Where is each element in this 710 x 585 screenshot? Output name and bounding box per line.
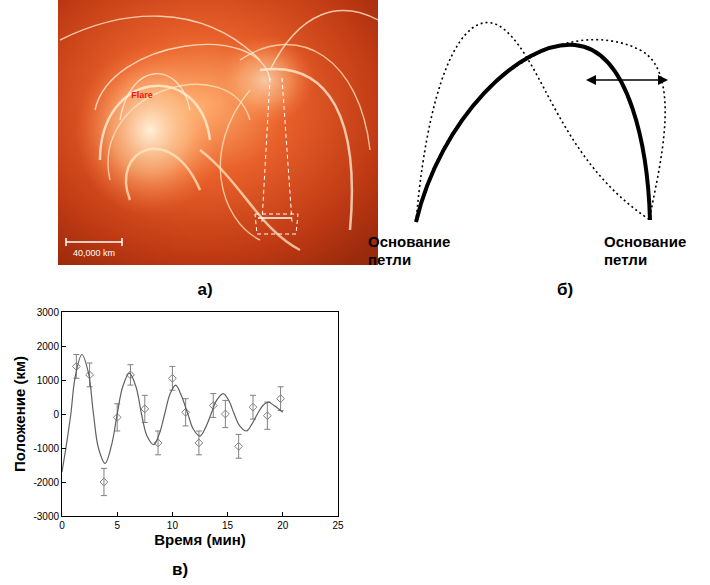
- svg-text:2000: 2000: [37, 341, 60, 352]
- svg-text:-3000: -3000: [33, 511, 59, 522]
- svg-text:Основаниепетли: Основаниепетли: [604, 233, 686, 268]
- svg-text:40,000 km: 40,000 km: [73, 248, 115, 258]
- svg-text:-2000: -2000: [33, 477, 59, 488]
- svg-text:0: 0: [59, 520, 65, 531]
- svg-text:3000: 3000: [37, 307, 60, 318]
- svg-text:15: 15: [222, 520, 234, 531]
- svg-text:Основаниепетли: Основаниепетли: [368, 233, 450, 268]
- html-text:в): в): [171, 560, 189, 579]
- svg-text:20: 20: [277, 520, 289, 531]
- svg-text:0: 0: [53, 409, 59, 420]
- svg-text:Flare: Flare: [131, 90, 153, 100]
- svg-text:Положение (км): Положение (км): [11, 356, 28, 472]
- svg-text:а): а): [197, 280, 212, 299]
- svg-text:-1000: -1000: [33, 443, 59, 454]
- svg-text:б): б): [557, 280, 573, 299]
- svg-text:1000: 1000: [37, 375, 60, 386]
- svg-text:25: 25: [332, 520, 344, 531]
- svg-text:5: 5: [114, 520, 120, 531]
- svg-text:Время (мин): Время (мин): [154, 531, 246, 548]
- svg-text:10: 10: [167, 520, 179, 531]
